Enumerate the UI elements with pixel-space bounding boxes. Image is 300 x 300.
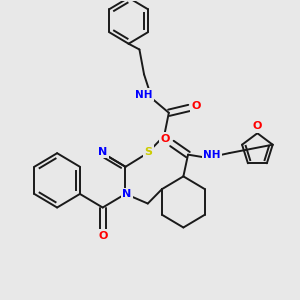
Text: NH: NH — [135, 90, 153, 100]
Text: O: O — [160, 134, 170, 144]
Text: O: O — [98, 231, 107, 241]
Text: NH: NH — [203, 150, 220, 160]
Text: N: N — [98, 147, 107, 157]
Text: N: N — [122, 189, 132, 199]
Text: O: O — [191, 101, 200, 111]
Text: O: O — [253, 121, 262, 131]
Text: S: S — [145, 147, 153, 157]
